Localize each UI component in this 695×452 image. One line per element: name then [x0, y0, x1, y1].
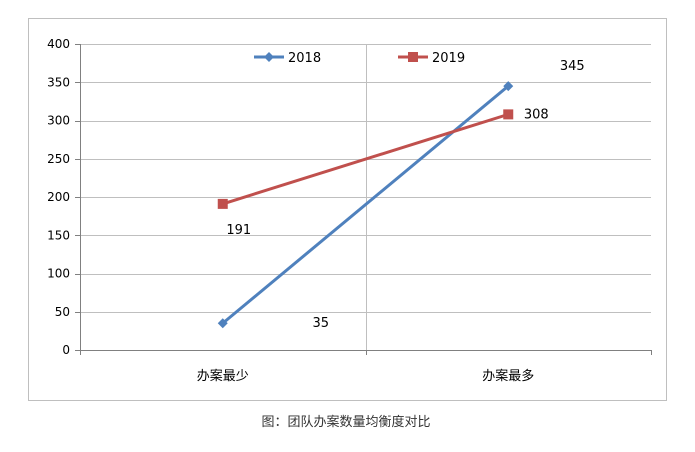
y-tick-labels: 0 50 100 150 200 250 300 350 400	[47, 37, 70, 357]
y-tick-label-300: 300	[47, 114, 70, 128]
y-tick-label-0: 0	[62, 343, 70, 357]
point-2018-1	[503, 81, 514, 92]
legend-label-2018: 2018	[288, 51, 321, 66]
data-label-2018-0: 35	[312, 316, 329, 331]
data-label-2019-1: 308	[524, 107, 549, 122]
x-category-label-1: 办案最多	[482, 368, 534, 384]
axes	[75, 44, 652, 355]
data-labels: 35 345 191 308	[226, 59, 584, 331]
legend-marker-2019	[408, 52, 418, 62]
legend-marker-2018	[264, 52, 274, 62]
chart-caption: 图：团队办案数量均衡度对比	[261, 414, 430, 430]
legend-label-2019: 2019	[432, 51, 465, 66]
x-category-label-0: 办案最少	[197, 369, 249, 384]
series-group	[217, 81, 514, 329]
chart-frame	[28, 18, 667, 401]
y-tick-label-100: 100	[47, 267, 70, 281]
data-label-2018-1: 345	[560, 59, 585, 74]
point-2018-0	[217, 318, 228, 329]
point-2019-0	[217, 198, 228, 209]
y-tick-label-50: 50	[55, 305, 70, 319]
y-tick-label-400: 400	[47, 37, 70, 51]
y-tick-label-200: 200	[47, 190, 70, 204]
y-tick-label-150: 150	[47, 228, 70, 242]
y-tick-label-350: 350	[47, 75, 70, 89]
y-tick-label-250: 250	[47, 152, 70, 166]
legend: 2018 2019	[254, 51, 465, 66]
x-category-labels: 办案最少 办案最多	[197, 368, 535, 384]
series-line-2018	[221, 84, 510, 325]
point-2019-1	[503, 109, 514, 120]
data-label-2019-0: 191	[226, 223, 251, 238]
series-line-2019	[222, 112, 509, 206]
